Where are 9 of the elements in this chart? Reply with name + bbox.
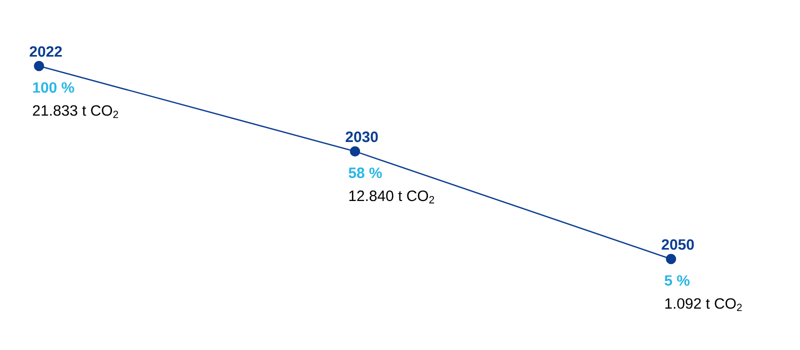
x-tick-label: 2030: [346, 132, 378, 142]
annotation: 12.840 t CO$_{2}$: [349, 190, 434, 204]
annotation: 1.092 t CO$_{2}$: [665, 298, 742, 311]
x-tick-label: 2022: [30, 46, 62, 57]
x-tick-label: 2050: [662, 239, 694, 250]
data-label: 5 %: [664, 275, 690, 286]
annotation: 21.833 t CO$_{2}$: [32, 105, 118, 118]
data-label: 58 %: [348, 168, 382, 178]
data-label: 100 %: [33, 82, 74, 93]
